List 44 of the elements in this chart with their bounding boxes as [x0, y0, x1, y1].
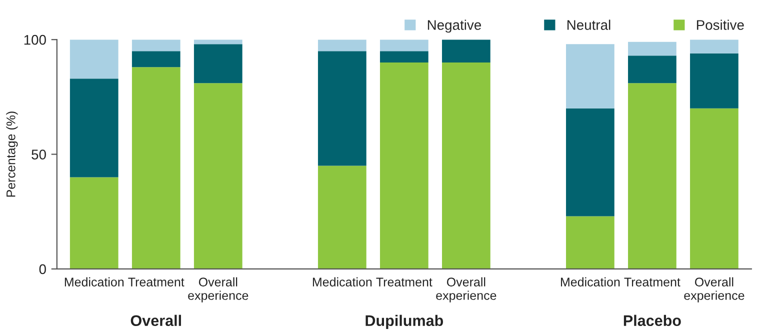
bar: [318, 40, 366, 52]
x-tick-label: Medication: [560, 277, 620, 286]
bar: [442, 62, 490, 269]
y-tick-label: 0: [39, 264, 46, 274]
bar: [194, 44, 242, 84]
bar: [380, 62, 428, 269]
text: Dupilumab: [366, 314, 444, 330]
bar: [628, 42, 676, 56]
legend-label: Positive: [696, 20, 744, 30]
y-tick-label: 50: [32, 150, 46, 160]
bar: [628, 56, 676, 84]
x-tick-label: Overall experience: [684, 277, 744, 302]
bar: [132, 67, 180, 269]
bar: [194, 83, 242, 269]
bar: [70, 78, 118, 178]
legend-label: Neutral: [567, 20, 610, 30]
x-tick-label: Medication: [64, 277, 124, 286]
x-tick-label: Medication: [312, 277, 372, 286]
bar: [628, 83, 676, 269]
y-axis-title: Percentage (%): [6, 112, 18, 197]
bar: [690, 40, 738, 54]
x-tick-label: Overall experience: [188, 277, 248, 302]
bar: [70, 40, 118, 79]
y-tick-label: 100: [24, 34, 46, 45]
x-tick-label: Overall experience: [436, 277, 496, 302]
bar: [566, 44, 614, 108]
x-tick-label: Treatment: [624, 278, 680, 286]
text: Overall: [130, 314, 181, 326]
bar: [318, 166, 366, 269]
bar: [318, 51, 366, 166]
bar: [566, 108, 614, 216]
bar: [690, 53, 738, 108]
bar: [566, 216, 614, 269]
bar: [442, 40, 490, 63]
x-tick-label: Treatment: [376, 278, 432, 286]
legend-label: Negative: [428, 20, 482, 33]
bar: [690, 108, 738, 269]
bar: [70, 177, 118, 269]
bar: [132, 40, 180, 52]
text: Placebo: [624, 314, 681, 326]
bar: [132, 51, 180, 68]
bar: [380, 40, 428, 52]
bar: [380, 51, 428, 63]
x-tick-label: Treatment: [128, 278, 184, 286]
